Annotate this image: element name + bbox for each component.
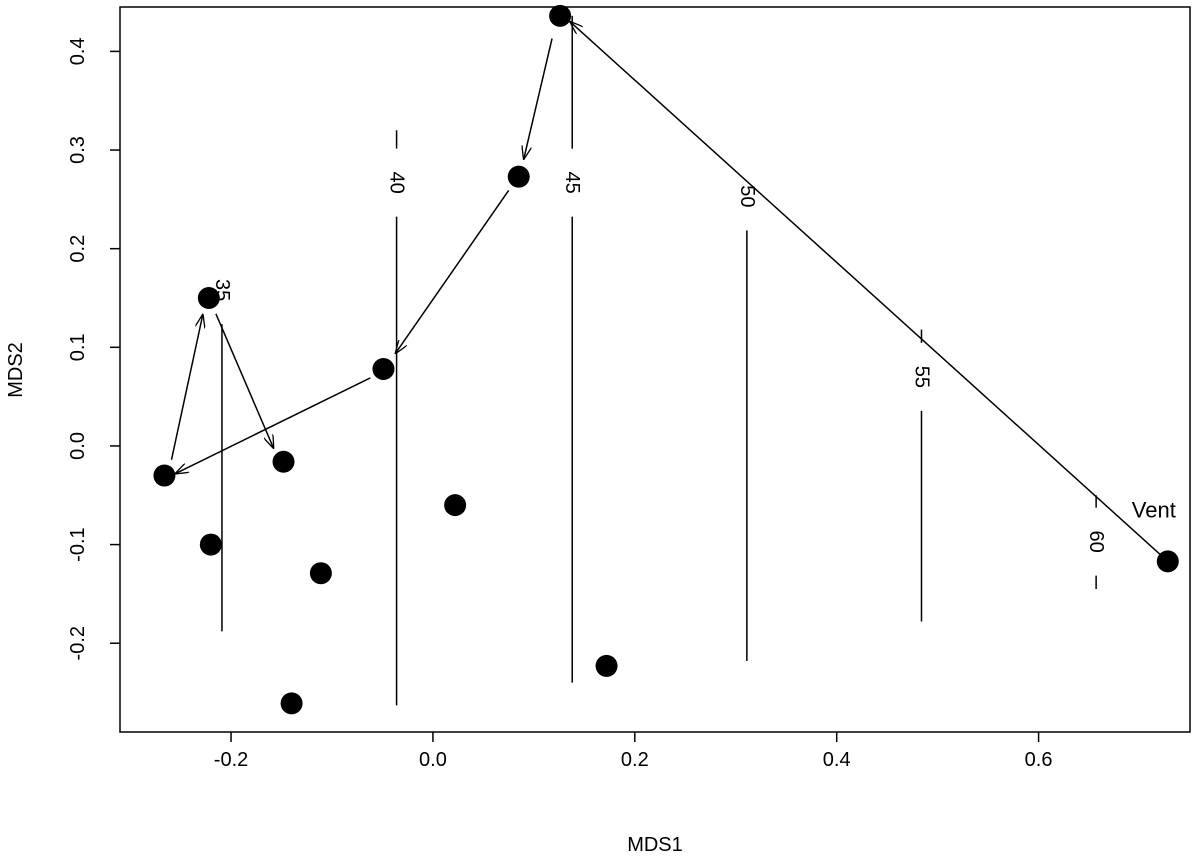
data-point	[153, 464, 176, 487]
y-axis: -0.2 -0.1 0.0 0.1 0.2 0.3 0.4	[67, 37, 120, 660]
y-tick-label: 0.1	[67, 333, 89, 361]
data-point	[272, 450, 295, 473]
contour-label: 40	[386, 171, 408, 193]
arrow	[170, 315, 202, 460]
x-tick-label: -0.2	[214, 749, 248, 771]
x-axis: -0.2 0.0 0.2 0.4 0.6	[214, 732, 1053, 771]
arrow	[570, 22, 1169, 562]
data-point	[595, 654, 618, 677]
data-point	[1156, 550, 1179, 573]
x-tick-label: 0.4	[823, 749, 851, 771]
data-point	[197, 286, 220, 309]
arrow	[176, 377, 371, 474]
y-tick-label: 0.2	[67, 235, 89, 263]
data-point	[372, 358, 395, 381]
x-tick-label: 0.2	[621, 749, 649, 771]
data-point	[444, 494, 467, 517]
arrow	[396, 190, 510, 353]
x-tick-label: 0.6	[1025, 749, 1053, 771]
data-point	[549, 4, 572, 27]
y-tick-label: -0.1	[67, 527, 89, 561]
arrow	[524, 38, 553, 159]
arrows	[170, 22, 1169, 562]
x-axis-title: MDS1	[627, 834, 683, 856]
contour-label: 50	[736, 185, 758, 207]
point-label: Vent	[1132, 497, 1176, 522]
data-point	[280, 692, 303, 715]
y-tick-label: 0.0	[67, 432, 89, 460]
data-point	[309, 562, 332, 585]
data-point	[507, 165, 530, 188]
contour-label: 60	[1085, 531, 1107, 553]
y-tick-label: -0.2	[67, 626, 89, 660]
plot-frame	[119, 6, 1191, 733]
y-tick-label: 0.3	[67, 136, 89, 164]
y-axis-title: MDS2	[5, 342, 27, 398]
contour-label: 55	[910, 366, 932, 388]
data-point	[199, 533, 222, 556]
contour-label: 45	[561, 171, 583, 193]
y-tick-label: 0.4	[67, 37, 89, 65]
arrow	[215, 313, 274, 448]
x-tick-label: 0.0	[419, 749, 447, 771]
data-points: Vent	[153, 4, 1179, 715]
